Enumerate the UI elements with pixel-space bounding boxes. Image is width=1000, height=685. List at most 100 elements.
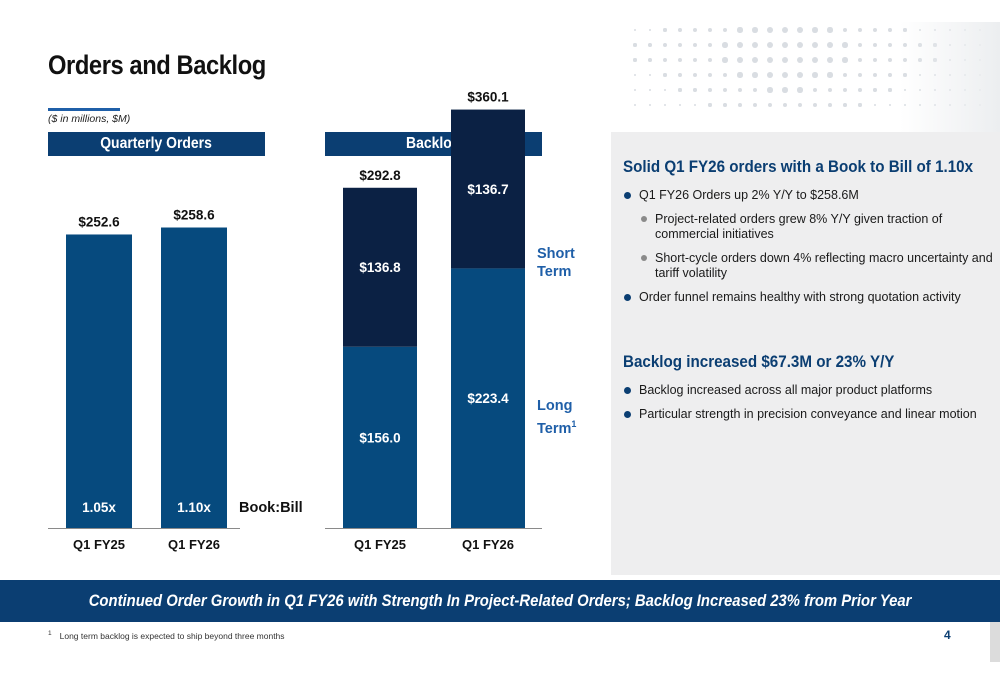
dot-decoration	[842, 87, 848, 93]
dot-decoration	[648, 43, 652, 47]
dot-decoration	[797, 72, 803, 78]
dot-decoration	[722, 57, 728, 63]
dot-decoration	[692, 42, 698, 48]
page-title: Orders and Backlog	[48, 50, 266, 80]
backlog-short-term-label: $136.7	[467, 182, 508, 197]
title-underline	[48, 108, 120, 111]
dot-decoration	[842, 42, 848, 48]
dot-decoration	[857, 42, 863, 48]
dot-decoration	[707, 42, 713, 48]
dot-decoration	[887, 42, 893, 48]
units-note: ($ in millions, $M)	[48, 113, 131, 125]
backlog-bullet-1: Particular strength in precision conveya…	[623, 407, 993, 423]
book-to-bill-label: 1.05x	[82, 500, 116, 515]
long-term-label-line2-wrap: Term1	[537, 415, 576, 438]
dot-decoration	[887, 57, 893, 63]
dot-decoration	[633, 43, 637, 47]
backlog-long-term-label: $156.0	[359, 430, 400, 445]
orders-chart-header: Quarterly Orders	[48, 132, 265, 156]
dot-decoration	[767, 27, 773, 33]
short-term-label-line1: Short	[537, 246, 575, 262]
dot-decoration	[858, 88, 862, 92]
dot-decoration	[737, 27, 743, 33]
dot-decoration	[782, 102, 788, 108]
orders-bar	[161, 227, 227, 528]
dot-decoration	[888, 73, 892, 77]
header-fade-decoration	[900, 22, 1000, 132]
summary-banner-text: Continued Order Growth in Q1 FY26 with S…	[88, 592, 912, 610]
backlog-short-term-bar	[451, 109, 525, 269]
backlog-short-term-bar	[343, 187, 417, 347]
dot-decoration	[842, 57, 848, 63]
dot-decoration	[708, 88, 712, 92]
dot-decoration	[678, 88, 682, 92]
dot-decoration	[796, 41, 804, 49]
summary-banner: Continued Order Growth in Q1 FY26 with S…	[0, 580, 1000, 622]
dot-decoration	[678, 73, 682, 77]
dot-decoration	[873, 88, 877, 92]
dot-decoration	[827, 87, 833, 93]
dot-decoration	[722, 87, 728, 93]
dot-decoration	[752, 72, 758, 78]
dot-decoration	[723, 103, 727, 107]
backlog-chart-title: Backlog	[406, 135, 461, 152]
long-term-label-line1: Long	[537, 398, 573, 414]
dot-decoration	[693, 88, 697, 92]
dot-decoration	[873, 28, 877, 32]
dot-decoration	[722, 42, 728, 48]
footnote-text: Long term backlog is expected to ship be…	[59, 630, 285, 641]
dot-decoration	[857, 72, 863, 78]
short-term-label-line2: Term	[537, 264, 572, 280]
backlog-total-label: $292.8	[359, 168, 401, 183]
orders-bullet-3: Order funnel remains healthy with strong…	[623, 290, 993, 306]
backlog-long-term-label: $223.4	[467, 391, 509, 406]
orders-chart-title: Quarterly Orders	[100, 135, 213, 152]
dot-decoration	[781, 26, 789, 34]
dot-decoration	[634, 104, 636, 106]
dot-decoration	[722, 72, 728, 78]
dot-decoration	[693, 73, 697, 77]
dot-decoration	[677, 42, 683, 48]
dot-decoration	[766, 41, 774, 49]
dot-decoration	[812, 72, 818, 78]
dot-decoration	[888, 28, 892, 32]
dot-decoration	[857, 57, 863, 63]
orders-value-label: $258.6	[173, 208, 215, 223]
dot-decoration	[663, 58, 667, 62]
dot-decoration	[873, 73, 877, 77]
dot-decoration	[677, 57, 683, 63]
footnote-marker: 1	[48, 630, 52, 637]
dot-decoration	[812, 42, 818, 48]
dot-decoration	[812, 102, 818, 108]
dot-decoration	[678, 28, 682, 32]
backlog-category-label: Q1 FY26	[462, 537, 514, 552]
dot-decoration	[873, 103, 877, 107]
dot-decoration	[797, 27, 803, 33]
dot-decoration	[633, 28, 637, 32]
backlog-category-label: Q1 FY25	[354, 537, 406, 552]
long-term-footnote-marker: 1	[571, 419, 577, 429]
dot-decoration	[888, 88, 892, 92]
dot-decoration	[796, 56, 804, 64]
dot-decoration	[693, 103, 697, 107]
backlog-bullet-list: Backlog increased across all major produ…	[623, 383, 993, 430]
dot-decoration	[781, 41, 789, 49]
long-term-label-line2: Term	[537, 420, 572, 437]
dot-decoration	[797, 87, 803, 93]
dot-decoration	[872, 42, 878, 48]
orders-value-label: $252.6	[78, 214, 120, 229]
backlog-long-term-bar	[451, 268, 525, 528]
dot-decoration	[828, 103, 832, 107]
dot-decoration	[767, 102, 773, 108]
dot-decoration	[752, 27, 758, 33]
backlog-heading: Backlog increased $67.3M or 23% Y/Y	[623, 353, 895, 371]
dot-decoration	[663, 73, 667, 77]
dot-decoration	[827, 42, 833, 48]
dot-decoration	[752, 87, 758, 93]
dot-decoration	[766, 56, 774, 64]
backlog-short-term-label: $136.8	[359, 260, 401, 275]
page-number: 4	[944, 628, 951, 642]
dot-decoration	[782, 87, 788, 93]
dot-decoration	[812, 27, 818, 33]
dot-decoration	[737, 72, 743, 78]
